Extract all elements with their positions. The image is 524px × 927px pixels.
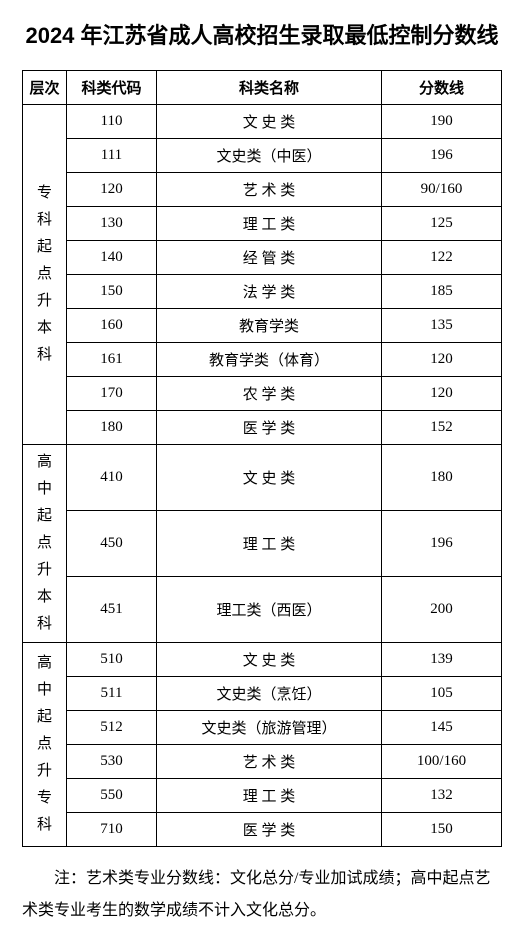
footnote: 注：艺术类专业分数线：文化总分/专业加试成绩；高中起点艺术类专业考生的数学成绩不…	[22, 863, 502, 927]
code-cell: 160	[67, 309, 157, 343]
score-cell: 145	[382, 711, 502, 745]
table-row: 550理 工 类132	[23, 779, 502, 813]
score-cell: 90/160	[382, 173, 502, 207]
name-cell: 文史类（烹饪）	[157, 677, 382, 711]
score-cell: 196	[382, 511, 502, 577]
table-row: 450理 工 类196	[23, 511, 502, 577]
name-cell: 文 史 类	[157, 105, 382, 139]
code-cell: 180	[67, 411, 157, 445]
code-cell: 110	[67, 105, 157, 139]
table-row: 511文史类（烹饪）105	[23, 677, 502, 711]
code-cell: 510	[67, 643, 157, 677]
code-cell: 450	[67, 511, 157, 577]
code-cell: 130	[67, 207, 157, 241]
code-cell: 111	[67, 139, 157, 173]
code-cell: 451	[67, 577, 157, 643]
name-cell: 艺 术 类	[157, 745, 382, 779]
header-code: 科类代码	[67, 71, 157, 105]
table-row: 160教育学类135	[23, 309, 502, 343]
table-row: 512文史类（旅游管理）145	[23, 711, 502, 745]
code-cell: 530	[67, 745, 157, 779]
score-table: 层次 科类代码 科类名称 分数线 专科起点升本科110文 史 类190111文史…	[22, 70, 502, 847]
name-cell: 理工类（西医）	[157, 577, 382, 643]
header-score: 分数线	[382, 71, 502, 105]
score-cell: 120	[382, 343, 502, 377]
page-title: 2024 年江苏省成人高校招生录取最低控制分数线	[22, 18, 502, 50]
code-cell: 161	[67, 343, 157, 377]
header-name: 科类名称	[157, 71, 382, 105]
table-row: 140经 管 类122	[23, 241, 502, 275]
name-cell: 医 学 类	[157, 411, 382, 445]
score-cell: 122	[382, 241, 502, 275]
table-row: 530艺 术 类100/160	[23, 745, 502, 779]
table-row: 710医 学 类150	[23, 813, 502, 847]
code-cell: 120	[67, 173, 157, 207]
name-cell: 理 工 类	[157, 511, 382, 577]
code-cell: 710	[67, 813, 157, 847]
table-row: 111文史类（中医）196	[23, 139, 502, 173]
score-cell: 185	[382, 275, 502, 309]
name-cell: 文史类（旅游管理）	[157, 711, 382, 745]
score-cell: 125	[382, 207, 502, 241]
table-row: 150法 学 类185	[23, 275, 502, 309]
code-cell: 512	[67, 711, 157, 745]
score-cell: 105	[382, 677, 502, 711]
score-cell: 180	[382, 445, 502, 511]
table-row: 130理 工 类125	[23, 207, 502, 241]
code-cell: 550	[67, 779, 157, 813]
name-cell: 医 学 类	[157, 813, 382, 847]
table-row: 高中起点升专科510文 史 类139	[23, 643, 502, 677]
code-cell: 150	[67, 275, 157, 309]
table-row: 170农 学 类120	[23, 377, 502, 411]
code-cell: 511	[67, 677, 157, 711]
score-cell: 135	[382, 309, 502, 343]
score-cell: 152	[382, 411, 502, 445]
name-cell: 文 史 类	[157, 643, 382, 677]
name-cell: 艺 术 类	[157, 173, 382, 207]
table-row: 180医 学 类152	[23, 411, 502, 445]
table-row: 专科起点升本科110文 史 类190	[23, 105, 502, 139]
table-header-row: 层次 科类代码 科类名称 分数线	[23, 71, 502, 105]
table-row: 高中起点升本科410文 史 类180	[23, 445, 502, 511]
name-cell: 理 工 类	[157, 779, 382, 813]
table-row: 451理工类（西医）200	[23, 577, 502, 643]
name-cell: 教育学类（体育）	[157, 343, 382, 377]
score-cell: 150	[382, 813, 502, 847]
name-cell: 文 史 类	[157, 445, 382, 511]
score-cell: 196	[382, 139, 502, 173]
name-cell: 理 工 类	[157, 207, 382, 241]
score-cell: 100/160	[382, 745, 502, 779]
name-cell: 教育学类	[157, 309, 382, 343]
header-level: 层次	[23, 71, 67, 105]
score-cell: 190	[382, 105, 502, 139]
score-cell: 120	[382, 377, 502, 411]
code-cell: 170	[67, 377, 157, 411]
name-cell: 农 学 类	[157, 377, 382, 411]
code-cell: 410	[67, 445, 157, 511]
level-cell: 高中起点升专科	[23, 643, 67, 847]
level-cell: 专科起点升本科	[23, 105, 67, 445]
level-cell: 高中起点升本科	[23, 445, 67, 643]
table-row: 120艺 术 类90/160	[23, 173, 502, 207]
score-cell: 132	[382, 779, 502, 813]
name-cell: 文史类（中医）	[157, 139, 382, 173]
name-cell: 法 学 类	[157, 275, 382, 309]
table-body: 专科起点升本科110文 史 类190111文史类（中医）196120艺 术 类9…	[23, 105, 502, 847]
name-cell: 经 管 类	[157, 241, 382, 275]
score-cell: 200	[382, 577, 502, 643]
table-row: 161教育学类（体育）120	[23, 343, 502, 377]
score-cell: 139	[382, 643, 502, 677]
code-cell: 140	[67, 241, 157, 275]
